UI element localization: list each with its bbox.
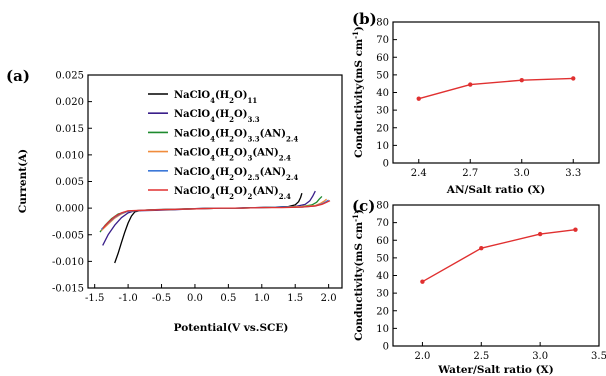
panel-a-xtick-label: 1.0 bbox=[254, 293, 270, 304]
panel-b-chart: (b) 2.4 2.7 3.0 3.3 0 10 20 30 40 50 60 70 80 AN/Sal… bbox=[351, 10, 600, 196]
panel-b-xtick-label: 3.0 bbox=[514, 168, 530, 179]
panel-c-chart: (c) 2.0 2.5 3.0 3.5 0 10 20 30 40 50 60 70 80 Water/… bbox=[351, 197, 606, 376]
panel-b-ytick-label: 0 bbox=[383, 159, 389, 170]
panel-c-data-point bbox=[479, 245, 484, 251]
panel-a-series-line-4 bbox=[100, 198, 328, 231]
panel-c-xtick-label: 2.0 bbox=[414, 351, 430, 362]
panel-c-data-point bbox=[537, 231, 543, 237]
panel-c-ytick-label: 40 bbox=[376, 271, 389, 282]
panel-a-xtick-label: -1.0 bbox=[118, 293, 137, 304]
panel-b-letter: (b) bbox=[352, 10, 377, 28]
panel-c-ytick-label: 50 bbox=[376, 253, 389, 264]
panel-c-ytick-label: 0 bbox=[383, 342, 389, 353]
panel-a-series-line-6 bbox=[102, 200, 331, 229]
panel-c-series-line-1 bbox=[422, 229, 576, 283]
legend-label-3: NaClO4(H2O)3.3(AN)2.4 bbox=[174, 128, 298, 143]
panel-a-xtick-label: 2.0 bbox=[321, 293, 337, 304]
panel-a-ytick-label: 0.010 bbox=[55, 150, 84, 161]
panel-c-ticks: 2.0 2.5 3.0 3.5 0 10 20 30 40 50 60 70 80 bbox=[376, 201, 606, 363]
panel-b-data-point bbox=[468, 82, 473, 87]
legend-label-5: NaClO4(H2O)2.5(AN)2.4 bbox=[174, 167, 298, 182]
panel-b-xtick-label: 3.3 bbox=[565, 168, 581, 179]
panel-b-data-point bbox=[416, 96, 421, 101]
panel-a-ytick-label: -0.015 bbox=[52, 284, 84, 295]
panel-c-ytick-label: 60 bbox=[376, 236, 389, 247]
panel-b-ytick-label: 80 bbox=[376, 18, 389, 29]
panel-b-ytick-label: 30 bbox=[376, 106, 389, 117]
panel-b-ylabel: Conductivity(mS cm-1) bbox=[351, 26, 366, 158]
panel-a-xtick-label: -0.5 bbox=[152, 293, 171, 304]
panel-a-legend: NaClO4(H2O)11 NaClO4(H2O)3.3 NaClO4(H2O)3.… bbox=[148, 90, 298, 201]
panel-a-frame bbox=[87, 74, 343, 289]
panel-a-xlabel: Potential(V vs.SCE) bbox=[174, 322, 289, 334]
panel-b-ytick-label: 70 bbox=[376, 35, 389, 46]
panel-b-ytick-label: 40 bbox=[376, 88, 389, 99]
panel-c-ytick-label: 70 bbox=[376, 218, 389, 229]
panel-a-ytick-label: 0.015 bbox=[55, 124, 84, 135]
panel-c-data-point bbox=[573, 227, 578, 232]
panel-b-series-line-1 bbox=[418, 77, 574, 100]
panel-c-xtick-label: 3.0 bbox=[532, 351, 548, 362]
panel-a-ylabel: Current(A) bbox=[17, 149, 29, 213]
panel-c-series bbox=[420, 227, 578, 284]
panel-a-ytick-label: -0.010 bbox=[52, 257, 84, 268]
legend-label-6: NaClO4(H2O)2(AN)2.4 bbox=[174, 186, 291, 201]
panel-c-ylabel: Conductivity(mS cm-1) bbox=[351, 209, 366, 341]
legend-label-1: NaClO4(H2O)11 bbox=[174, 90, 257, 105]
panel-c-data-point bbox=[420, 279, 425, 284]
legend-label-4: NaClO4(H2O)3(AN)2.4 bbox=[174, 148, 291, 163]
panel-a-ytick-label: 0.005 bbox=[55, 177, 84, 188]
panel-a-ytick-label: 0.020 bbox=[55, 97, 84, 108]
panel-a-ytick-label: -0.005 bbox=[52, 230, 84, 241]
panel-c-frame bbox=[392, 204, 600, 347]
panel-b-series bbox=[416, 76, 576, 101]
panel-b-data-point bbox=[519, 77, 524, 83]
panel-a-series bbox=[99, 190, 331, 264]
panel-b-ytick-label: 10 bbox=[376, 141, 389, 152]
panel-a-ytick-label: 0.025 bbox=[55, 71, 84, 82]
panel-b-xtick-label: 2.7 bbox=[462, 168, 478, 179]
panel-b-ytick-label: 20 bbox=[376, 123, 389, 134]
legend-label-2: NaClO4(H2O)3.3 bbox=[174, 109, 260, 124]
panel-c-xtick-label: 2.5 bbox=[473, 351, 489, 362]
panel-a-ytick-label: 0.000 bbox=[55, 204, 84, 215]
panel-c-ytick-label: 10 bbox=[376, 324, 389, 335]
panel-b-ytick-label: 50 bbox=[376, 70, 389, 81]
panel-a-xtick-label: 1.5 bbox=[287, 293, 303, 304]
panel-c-ytick-label: 30 bbox=[376, 289, 389, 300]
panel-a-xtick-label: 0.0 bbox=[187, 293, 203, 304]
panel-b-data-point bbox=[571, 76, 576, 81]
panel-b-ticks: 2.4 2.7 3.0 3.3 0 10 20 30 40 50 60 70 80 bbox=[376, 18, 581, 180]
panel-c-xlabel: Water/Salt ratio (X) bbox=[437, 364, 553, 376]
panel-a-ticks: -1.5 -1.0 -0.5 0.0 0.5 1.0 1.5 2.0 -0.015 -0.010 -… bbox=[52, 71, 337, 305]
panel-b-xlabel: AN/Salt ratio (X) bbox=[446, 184, 545, 196]
panel-a-series-line-1 bbox=[114, 193, 303, 264]
panel-c-ytick-label: 80 bbox=[376, 201, 389, 212]
panel-c-ytick-label: 20 bbox=[376, 306, 389, 317]
panel-b-frame bbox=[392, 21, 600, 164]
panel-a-chart: (a) -1.5 -1.0 -0.5 0.0 0.5 1.0 1.5 2.0 -0.015 -0.… bbox=[6, 67, 343, 334]
panel-c-letter: (c) bbox=[352, 197, 375, 215]
panel-b-ytick-label: 60 bbox=[376, 53, 389, 64]
panel-c-xtick-label: 3.5 bbox=[591, 351, 606, 362]
panel-a-xtick-label: 0.5 bbox=[220, 293, 236, 304]
panel-a-letter: (a) bbox=[6, 67, 30, 85]
panel-a-xtick-label: -1.5 bbox=[85, 293, 104, 304]
panel-b-xtick-label: 2.4 bbox=[411, 168, 427, 179]
